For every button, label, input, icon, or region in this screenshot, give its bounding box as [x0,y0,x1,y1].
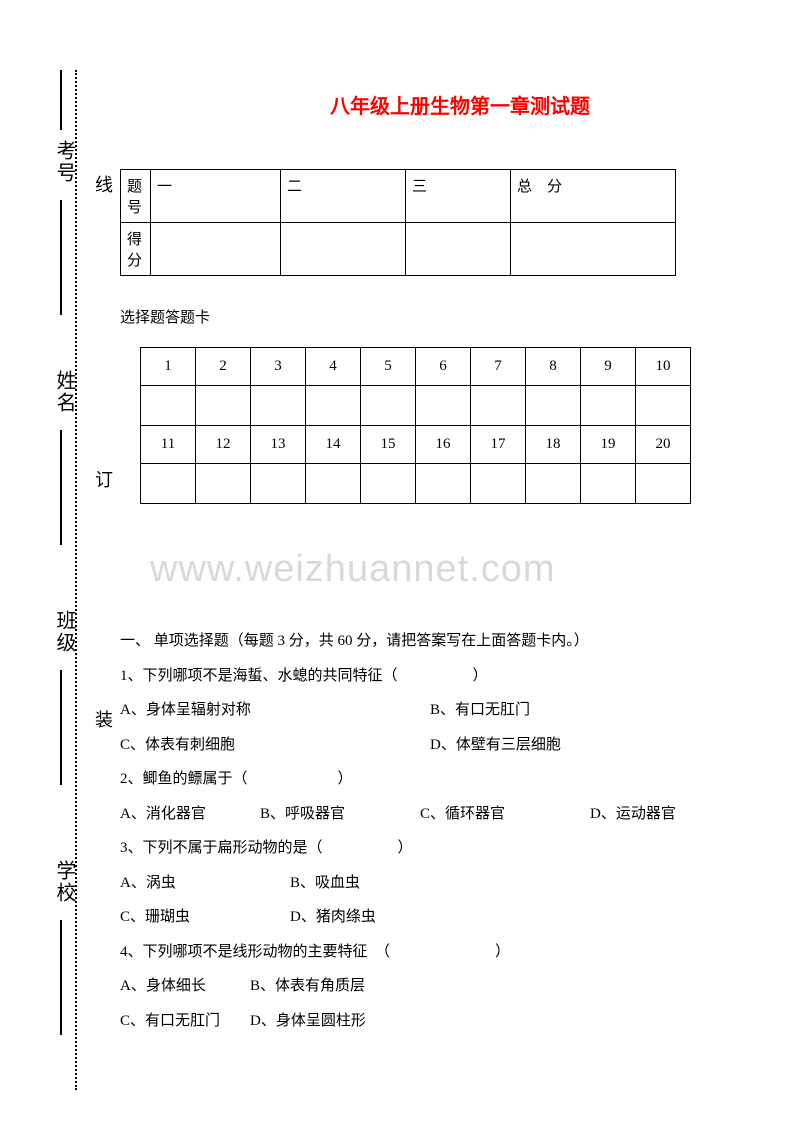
answer-card-table: 1 2 3 4 5 6 7 8 9 10 11 12 13 14 15 16 1… [140,347,691,504]
q4-opt-c: C、有口无肛门 [120,1004,250,1039]
q3-opt-d: D、猪肉绦虫 [290,900,376,935]
ans-num: 15 [361,426,416,464]
score-cell [281,223,406,276]
ans-cell [251,464,306,504]
ans-cell [471,386,526,426]
score-header-label: 题号 [121,170,151,223]
ans-num: 5 [361,348,416,386]
main-content: 八年级上册生物第一章测试题 题号 一 二 三 总 分 得分 选择题答题卡 1 2… [120,80,740,1038]
dotted-fold-line [75,70,77,1090]
margin-line [60,70,62,130]
ans-cell [251,386,306,426]
ans-cell [636,386,691,426]
score-table: 题号 一 二 三 总 分 得分 [120,169,676,276]
ans-num: 9 [581,348,636,386]
q3-opt-b: B、吸血虫 [290,866,360,901]
score-row-label: 得分 [121,223,151,276]
answer-card-label: 选择题答题卡 [120,306,740,327]
ans-cell [361,386,416,426]
q4-opt-a: A、身体细长 [120,969,250,1004]
ans-cell [141,386,196,426]
ans-cell [636,464,691,504]
ans-cell [361,464,416,504]
ans-cell [581,464,636,504]
ans-cell [526,386,581,426]
score-col-3: 三 [406,170,511,223]
q3-opt-a: A、涡虫 [120,866,290,901]
q1-opt-a: A、身体呈辐射对称 [120,693,430,728]
ans-cell [471,464,526,504]
section-1-header: 一、 单项选择题（每题 3 分，共 60 分，请把答案写在上面答题卡内。） [120,624,740,659]
q2-opt-c: C、循环器官 [420,797,590,832]
q2-opt-d: D、运动器官 [590,797,676,832]
ans-num: 11 [141,426,196,464]
questions-block: 一、 单项选择题（每题 3 分，共 60 分，请把答案写在上面答题卡内。） 1、… [120,624,740,1038]
ans-num: 18 [526,426,581,464]
score-col-total: 总 分 [511,170,676,223]
ans-num: 3 [251,348,306,386]
ans-cell [526,464,581,504]
ans-cell [141,464,196,504]
ans-cell [196,464,251,504]
margin-line [60,200,62,315]
binding-margin: 考号 姓名 班级 学校 线 订 装 [38,70,98,1090]
ans-num: 20 [636,426,691,464]
q1-opt-b: B、有口无肛门 [430,693,530,728]
q2-opt-b: B、呼吸器官 [260,797,420,832]
ans-num: 17 [471,426,526,464]
q2-opt-a: A、消化器官 [120,797,260,832]
ans-cell [416,464,471,504]
q1-opt-c: C、体表有刺细胞 [120,728,430,763]
q3-opt-c: C、珊瑚虫 [120,900,290,935]
ans-num: 2 [196,348,251,386]
ans-num: 13 [251,426,306,464]
score-cell [511,223,676,276]
ans-num: 6 [416,348,471,386]
q1-opt-d: D、体壁有三层细胞 [430,728,561,763]
ans-num: 8 [526,348,581,386]
ans-cell [306,386,361,426]
margin-line [60,920,62,1035]
zhuang-label: 装 [90,710,116,730]
score-col-2: 二 [281,170,406,223]
ans-cell [306,464,361,504]
q2-stem: 2、鲫鱼的鳔属于（ ） [120,762,740,797]
xian-label: 线 [90,175,116,195]
ans-num: 10 [636,348,691,386]
ans-num: 19 [581,426,636,464]
score-cell [406,223,511,276]
ans-num: 4 [306,348,361,386]
margin-line [60,670,62,785]
ans-cell [416,386,471,426]
ding-label: 订 [90,470,116,490]
ans-cell [196,386,251,426]
q4-opt-b: B、体表有角质层 [250,969,365,1004]
ans-num: 16 [416,426,471,464]
ans-num: 1 [141,348,196,386]
q4-stem: 4、下列哪项不是线形动物的主要特征 （ ） [120,935,740,970]
q1-stem: 1、下列哪项不是海蜇、水螅的共同特征（ ） [120,659,740,694]
ans-num: 14 [306,426,361,464]
page-title: 八年级上册生物第一章测试题 [180,90,740,119]
q3-stem: 3、下列不属于扁形动物的是（ ） [120,831,740,866]
q4-opt-d: D、身体呈圆柱形 [250,1004,366,1039]
ans-num: 12 [196,426,251,464]
ans-cell [581,386,636,426]
margin-line [60,430,62,545]
score-cell [151,223,281,276]
ans-num: 7 [471,348,526,386]
score-col-1: 一 [151,170,281,223]
